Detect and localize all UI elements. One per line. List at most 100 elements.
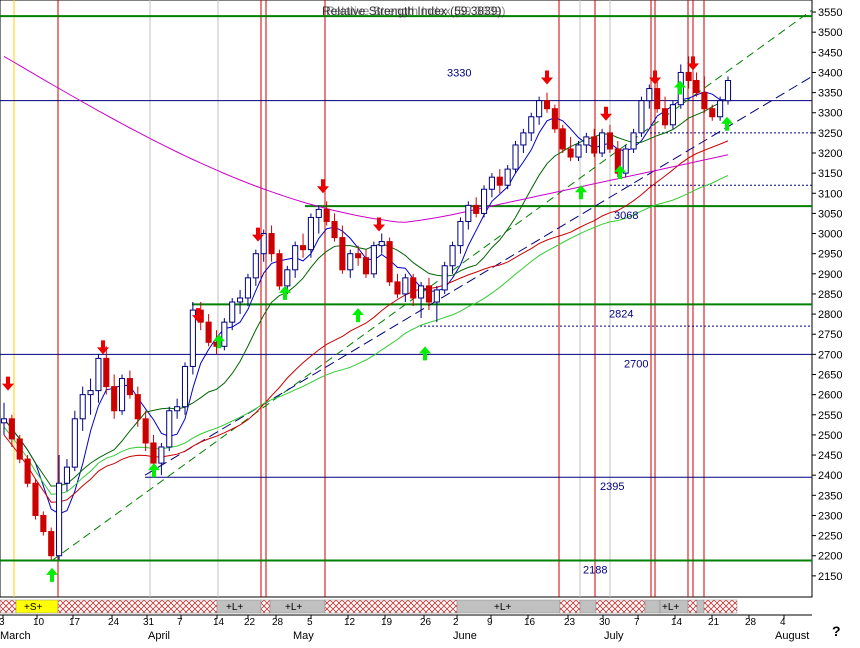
trendline-green [51, 9, 813, 561]
candle-body [473, 204, 480, 214]
ma-long [3, 140, 729, 503]
buy-arrow-icon [614, 165, 626, 180]
candle-body [583, 136, 590, 146]
x-month-label: March [0, 630, 31, 642]
buy-arrow-icon [721, 116, 733, 131]
y-tick-label: 2200 [818, 551, 842, 563]
band-segment [687, 599, 698, 614]
candle-body [488, 176, 495, 190]
sell-arrow-icon [2, 376, 14, 391]
y-tick-label: 3000 [818, 229, 842, 241]
candle-body [292, 245, 299, 271]
candle-body [276, 253, 283, 287]
candle-body [48, 531, 55, 557]
signal-arrows [2, 56, 733, 582]
buy-arrow-icon [419, 346, 431, 361]
bottom-band: +S+ +L+ +L+ +L+ +L+ [0, 599, 738, 614]
candle-body [339, 237, 346, 271]
candle-body [95, 357, 102, 392]
candle-body [394, 281, 401, 295]
sell-arrow-icon [373, 217, 385, 232]
x-tick-label: 9 [487, 617, 493, 628]
help-label: ? [832, 623, 841, 639]
y-tick-label: 3300 [818, 108, 842, 120]
ma-longer [3, 175, 729, 495]
candle-body [724, 80, 732, 102]
buy-arrow-icon [213, 334, 225, 349]
x-tick-label: 17 [69, 617, 81, 628]
candle-body [237, 297, 244, 303]
candle-body [402, 277, 409, 295]
y-tick-label: 2850 [818, 289, 842, 301]
y-tick-label: 2650 [818, 370, 842, 382]
candle-body [504, 168, 511, 186]
y-tick-label: 3450 [818, 47, 842, 59]
candle-body [0, 418, 8, 424]
x-tick-label: 30 [599, 617, 611, 628]
candle-body [614, 148, 621, 174]
candle-body [244, 277, 252, 299]
candle-body [79, 394, 86, 420]
sell-arrow-icon [600, 106, 612, 121]
x-tick-label: 7 [634, 617, 640, 628]
candle-body [685, 71, 692, 82]
y-tick-label: 2950 [818, 249, 842, 261]
y-tick-label: 3550 [818, 7, 842, 19]
candle-body [441, 265, 448, 291]
x-tick-label: 14 [671, 617, 683, 628]
x-month-label: August [775, 630, 809, 642]
level-label: 2700 [624, 358, 648, 370]
sell-arrow-icon [192, 308, 204, 323]
level-label: 3330 [447, 68, 471, 80]
candle-body [418, 285, 425, 299]
y-tick-label: 3200 [818, 148, 842, 160]
level-label: 3068 [614, 210, 638, 222]
band-segment [324, 599, 458, 614]
y-tick-label: 2450 [818, 450, 842, 462]
band-label: +L+ [494, 602, 511, 613]
x-month-label: July [604, 630, 624, 642]
y-tick-label: 3050 [818, 208, 842, 220]
x-tick-label: 26 [420, 617, 432, 628]
x-month-label: April [148, 630, 170, 642]
sell-arrow-icon [649, 70, 661, 85]
candle-body [268, 233, 275, 255]
candle-body [284, 269, 291, 287]
y-tick-label: 2250 [818, 531, 842, 543]
candle-body [693, 80, 700, 94]
y-tick-label: 3350 [818, 88, 842, 100]
candles [0, 56, 732, 560]
x-tick-label: 28 [745, 617, 757, 628]
candle-body [410, 277, 417, 299]
candle-body [543, 100, 551, 110]
candle-body [8, 418, 15, 440]
y-tick-label: 3400 [818, 67, 842, 79]
candle-body [221, 321, 228, 347]
band-label: +S+ [24, 602, 43, 613]
candle-body [512, 144, 519, 170]
candle-body [174, 406, 181, 412]
candle-body [205, 321, 212, 343]
x-tick-label: 24 [108, 617, 120, 628]
x-tick-label: 12 [344, 617, 356, 628]
x-tick-label: 31 [143, 617, 155, 628]
level-label: 2395 [600, 481, 624, 493]
y-tick-label: 2550 [818, 410, 842, 422]
band-segment [0, 599, 17, 614]
candle-body [717, 100, 724, 118]
x-axis-ticks: 3 10 17 24 31 7 14 22 28 5 12 19 26 2 9 16 23 30 7 14 21 28 4 M… [0, 614, 841, 642]
band-segment [579, 599, 597, 614]
buy-arrow-icon [575, 185, 587, 200]
band-label: +L+ [226, 602, 243, 613]
candle-body [638, 100, 645, 134]
sell-arrow-icon [541, 70, 553, 85]
band-segment [644, 599, 661, 614]
candle-body [16, 438, 23, 460]
chart-title-b: Relative Strength Index (59.3839) [326, 4, 505, 18]
candle-body [433, 289, 440, 303]
candle-body [606, 132, 614, 150]
candle-body [323, 208, 330, 222]
candle-body [630, 132, 637, 150]
y-tick-label: 2400 [818, 470, 842, 482]
band-segment [703, 599, 738, 614]
